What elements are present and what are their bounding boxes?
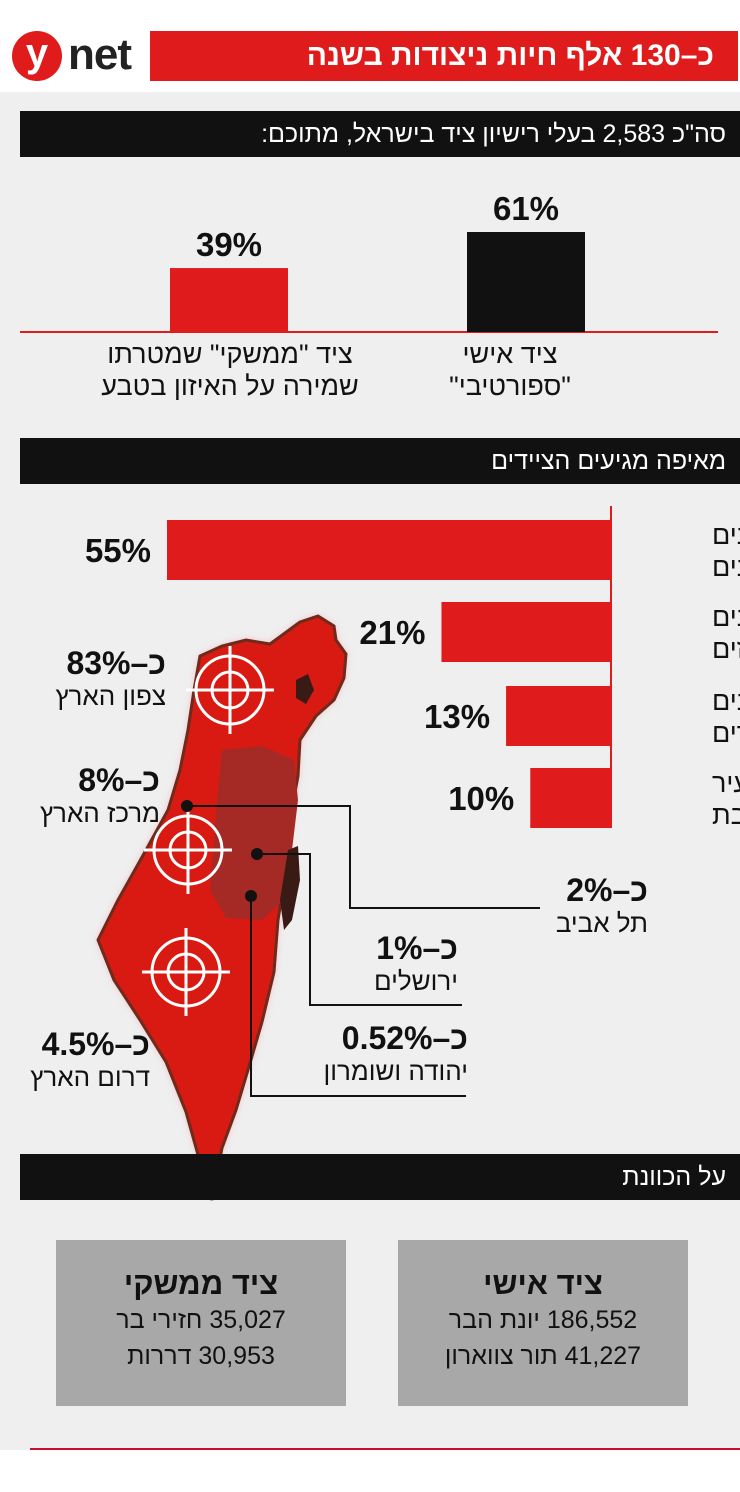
sea-of-galilee	[296, 674, 314, 704]
bar-label-managed: ציד "ממשקי" שמטרתו שמירה על האיזון בטבע	[60, 338, 400, 402]
dead-sea	[280, 846, 300, 930]
label-jerusalem-name: ירושלים	[373, 966, 458, 996]
crosshair-south-icon	[142, 928, 230, 1016]
chart1-value-label: 39%	[196, 226, 262, 263]
chart2-value-label: 13%	[424, 698, 490, 735]
chart2-category-label: מעורבת	[712, 800, 740, 830]
label-jerusalem-value: כ–1%	[376, 930, 458, 966]
bar-label-personal: ציד אישי "ספורטיבי"	[380, 338, 640, 402]
chart2-category-label: יישובים	[712, 602, 740, 632]
label-north-name: צפון הארץ	[55, 681, 166, 711]
content-panel	[0, 92, 740, 1450]
managed-hunt-line1: 35,027 חזירי בר	[116, 1306, 286, 1334]
chart2-category-label: ערבים	[712, 552, 740, 582]
managed-hunt-box: ציד ממשקי 35,027 חזירי בר 30,953 דררות	[56, 1240, 346, 1406]
section-title-licenses: סה"כ 2,583 בעלי רישיון ציד בישראל, מתוכם…	[20, 111, 740, 157]
personal-hunt-box: ציד אישי 186,552 יונת הבר 41,227 תור צוו…	[398, 1240, 688, 1406]
chart2-category-label: יישובים	[712, 686, 740, 716]
label-north-value: כ–83%	[66, 645, 166, 681]
chart2-value-label: 55%	[85, 532, 151, 569]
origin-chart: 55%יישוביםערבים21%יישוביםדרוזים13%יישובי…	[85, 506, 740, 830]
page-title: כ–130 אלף חיות ניצודות בשנה	[150, 31, 738, 81]
crosshair-center-icon	[144, 806, 232, 894]
label-judea-name: יהודה ושומרון	[323, 1056, 468, 1086]
chart2-bar	[506, 686, 611, 746]
label-telaviv: כ–2% תל אביב	[520, 872, 648, 938]
section-title-targets: על הכוונת	[20, 1154, 740, 1200]
west-bank-region	[210, 746, 298, 920]
chart1-bar	[170, 268, 288, 332]
personal-hunt-line1: 186,552 יונת הבר	[448, 1306, 638, 1334]
ynet-logo: y net	[10, 28, 140, 84]
bar-label-personal-line1: ציד אישי	[462, 339, 558, 369]
bar-label-managed-line2: שמירה על האיזון בטבע	[101, 371, 359, 401]
label-jerusalem: כ–1% ירושלים	[330, 930, 458, 996]
chart2-category-label: יישובים	[712, 520, 740, 550]
chart2-bar	[441, 602, 611, 662]
section-title-origin: מאיפה מגיעים הציידים	[20, 438, 740, 484]
israel-map	[96, 614, 540, 1201]
label-center-value: כ–8%	[78, 762, 160, 798]
chart2-category-label: דרוזים	[712, 634, 740, 664]
chart2-category-label: יהודים	[712, 718, 740, 748]
chart1-value-label: 61%	[493, 190, 559, 227]
label-judea: כ–0.52% יהודה ושומרון	[250, 1020, 468, 1086]
bottom-rule	[30, 1448, 740, 1450]
label-center-name: מרכז הארץ	[39, 798, 160, 828]
logo-text: net	[68, 30, 132, 79]
leader-telaviv	[187, 805, 540, 909]
label-north: כ–83% צפון הארץ	[20, 645, 166, 711]
license-type-chart: 61% 39%	[20, 190, 718, 333]
logo-letter: y	[25, 31, 49, 75]
chart2-category-label: עיר	[712, 768, 740, 798]
personal-hunt-title: ציד אישי	[483, 1266, 603, 1301]
chart2-bar	[167, 520, 611, 580]
label-south: כ–4.5% דרום הארץ	[4, 1026, 150, 1092]
label-telaviv-value: כ–2%	[566, 872, 648, 908]
managed-hunt-title: ציד ממשקי	[123, 1266, 279, 1301]
label-judea-value: כ–0.52%	[341, 1020, 468, 1056]
chart2-bar	[530, 768, 611, 828]
label-center: כ–8% מרכז הארץ	[4, 762, 160, 828]
bar-label-managed-line1: ציד "ממשקי" שמטרתו	[107, 339, 353, 369]
crosshair-north-icon	[186, 646, 274, 734]
personal-hunt-line2: 41,227 תור צווארון	[444, 1342, 642, 1370]
label-telaviv-name: תל אביב	[555, 908, 648, 938]
managed-hunt-line2: 30,953 דררות	[127, 1342, 275, 1370]
leader-judea	[250, 896, 466, 1097]
bar-label-personal-line2: "ספורטיבי"	[449, 371, 571, 401]
label-south-value: כ–4.5%	[41, 1026, 150, 1062]
chart1-bar	[467, 232, 585, 332]
label-south-name: דרום הארץ	[30, 1062, 150, 1092]
chart2-value-label: 10%	[448, 780, 514, 817]
leader-jerusalem	[257, 853, 462, 1006]
logo-circle	[12, 31, 62, 81]
chart2-value-label: 21%	[359, 614, 425, 651]
